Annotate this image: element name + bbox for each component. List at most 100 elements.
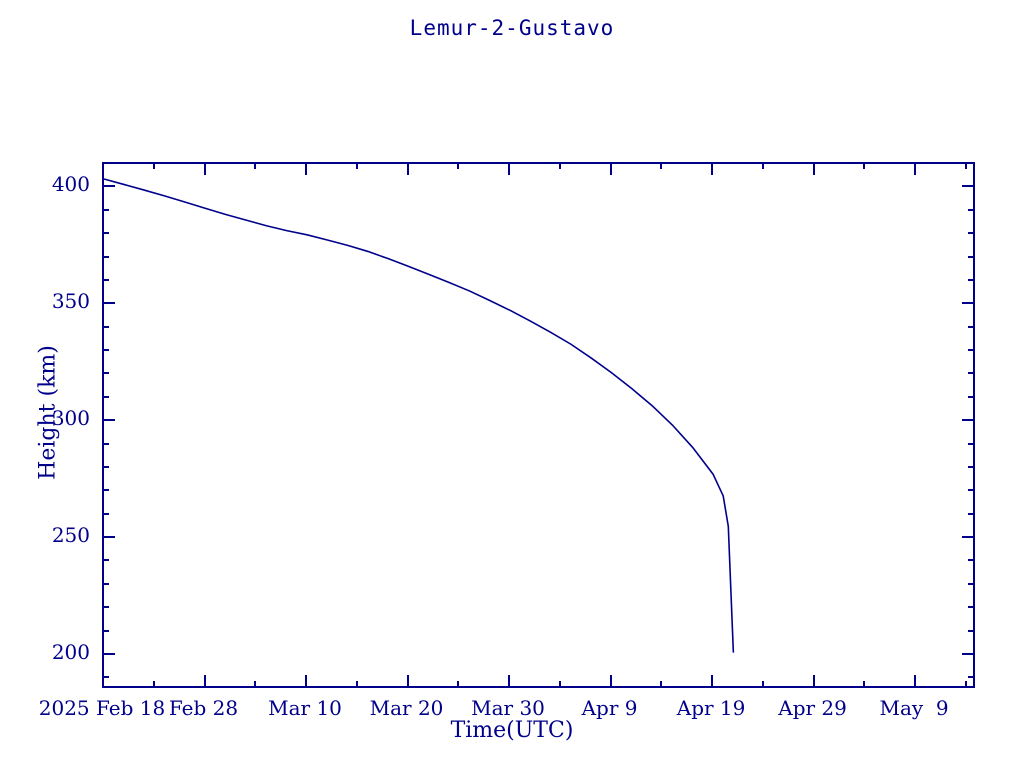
y-minor-tick bbox=[102, 256, 109, 258]
y-minor-tick bbox=[102, 349, 109, 351]
x-major-tick-top bbox=[914, 162, 916, 175]
x-minor-tick bbox=[762, 681, 764, 688]
y-minor-tick-right bbox=[968, 396, 975, 398]
x-tick-label: Mar 20 bbox=[369, 696, 444, 720]
x-tick-label: May 9 bbox=[879, 696, 949, 720]
plot-area bbox=[102, 162, 975, 688]
x-minor-tick bbox=[660, 681, 662, 688]
x-minor-tick bbox=[863, 681, 865, 688]
x-major-tick bbox=[102, 675, 104, 688]
y-minor-tick-right bbox=[968, 559, 975, 561]
y-minor-tick-right bbox=[968, 209, 975, 211]
x-major-tick-top bbox=[508, 162, 510, 175]
x-major-tick bbox=[508, 675, 510, 688]
y-major-tick-right bbox=[962, 185, 975, 187]
y-tick-label: 250 bbox=[51, 523, 90, 548]
x-major-tick-top bbox=[407, 162, 409, 175]
x-major-tick-top bbox=[711, 162, 713, 175]
y-minor-tick bbox=[102, 326, 109, 328]
y-minor-tick-right bbox=[968, 349, 975, 351]
x-minor-tick-top bbox=[559, 162, 561, 169]
x-minor-tick bbox=[356, 681, 358, 688]
x-minor-tick-top bbox=[254, 162, 256, 169]
y-minor-tick bbox=[102, 559, 109, 561]
y-major-tick bbox=[102, 185, 115, 187]
y-minor-tick-right bbox=[968, 256, 975, 258]
y-minor-tick-right bbox=[968, 513, 975, 515]
x-minor-tick-top bbox=[660, 162, 662, 169]
y-minor-tick bbox=[102, 513, 109, 515]
y-minor-tick-right bbox=[968, 676, 975, 678]
y-minor-tick-right bbox=[968, 443, 975, 445]
y-minor-tick bbox=[102, 279, 109, 281]
y-tick-label: 400 bbox=[51, 172, 90, 197]
x-major-tick-top bbox=[305, 162, 307, 175]
x-major-tick bbox=[305, 675, 307, 688]
x-tick-label: Apr 29 bbox=[778, 696, 847, 720]
y-major-tick bbox=[102, 536, 115, 538]
x-minor-tick-top bbox=[863, 162, 865, 169]
y-minor-tick bbox=[102, 372, 109, 374]
x-tick-label: Apr 19 bbox=[676, 696, 746, 720]
x-axis-title: Time(UTC) bbox=[450, 718, 574, 743]
y-minor-tick-right bbox=[968, 466, 975, 468]
x-minor-tick bbox=[965, 681, 967, 688]
y-minor-tick bbox=[102, 630, 109, 632]
x-minor-tick-top bbox=[153, 162, 155, 169]
y-minor-tick-right bbox=[968, 583, 975, 585]
x-major-tick-top bbox=[102, 162, 104, 175]
x-tick-label: Mar 10 bbox=[268, 696, 342, 720]
x-tick-label: Apr 9 bbox=[581, 696, 638, 720]
y-minor-tick bbox=[102, 443, 109, 445]
x-tick-label: 2025 Feb 18 bbox=[38, 696, 166, 720]
y-major-tick bbox=[102, 419, 115, 421]
y-minor-tick bbox=[102, 162, 109, 164]
y-tick-label: 350 bbox=[51, 289, 90, 314]
y-major-tick-right bbox=[962, 419, 975, 421]
x-minor-tick-top bbox=[356, 162, 358, 169]
y-minor-tick bbox=[102, 396, 109, 398]
x-minor-tick-top bbox=[762, 162, 764, 169]
y-minor-tick-right bbox=[968, 606, 975, 608]
y-tick-label: 200 bbox=[51, 639, 90, 664]
x-tick-label: Mar 30 bbox=[471, 696, 545, 720]
y-minor-tick-right bbox=[968, 489, 975, 491]
y-minor-tick-right bbox=[968, 232, 975, 234]
x-tick-label: Feb 28 bbox=[168, 696, 239, 720]
y-major-tick-right bbox=[962, 536, 975, 538]
y-minor-tick bbox=[102, 232, 109, 234]
y-minor-tick-right bbox=[968, 372, 975, 374]
data-series-svg bbox=[103, 178, 735, 653]
y-minor-tick bbox=[102, 466, 109, 468]
y-major-tick bbox=[102, 653, 115, 655]
x-minor-tick bbox=[254, 681, 256, 688]
x-major-tick bbox=[711, 675, 713, 688]
x-minor-tick-top bbox=[965, 162, 967, 169]
x-major-tick-top bbox=[204, 162, 206, 175]
x-major-tick bbox=[204, 675, 206, 688]
x-major-tick bbox=[914, 675, 916, 688]
chart-title: Lemur-2-Gustavo bbox=[409, 16, 615, 40]
x-minor-tick bbox=[559, 681, 561, 688]
y-major-tick-right bbox=[962, 653, 975, 655]
y-axis-title: Height (km) bbox=[35, 345, 61, 480]
y-minor-tick-right bbox=[968, 162, 975, 164]
y-minor-tick-right bbox=[968, 630, 975, 632]
y-minor-tick bbox=[102, 583, 109, 585]
y-minor-tick bbox=[102, 676, 109, 678]
y-minor-tick-right bbox=[968, 279, 975, 281]
y-minor-tick bbox=[102, 209, 109, 211]
x-major-tick bbox=[610, 675, 612, 688]
x-minor-tick bbox=[457, 681, 459, 688]
x-major-tick-top bbox=[813, 162, 815, 175]
y-major-tick bbox=[102, 302, 115, 304]
y-minor-tick bbox=[102, 606, 109, 608]
x-minor-tick bbox=[153, 681, 155, 688]
y-minor-tick-right bbox=[968, 326, 975, 328]
x-major-tick-top bbox=[610, 162, 612, 175]
x-major-tick bbox=[407, 675, 409, 688]
x-minor-tick-top bbox=[457, 162, 459, 169]
height-decay-line bbox=[103, 178, 735, 653]
x-major-tick bbox=[813, 675, 815, 688]
